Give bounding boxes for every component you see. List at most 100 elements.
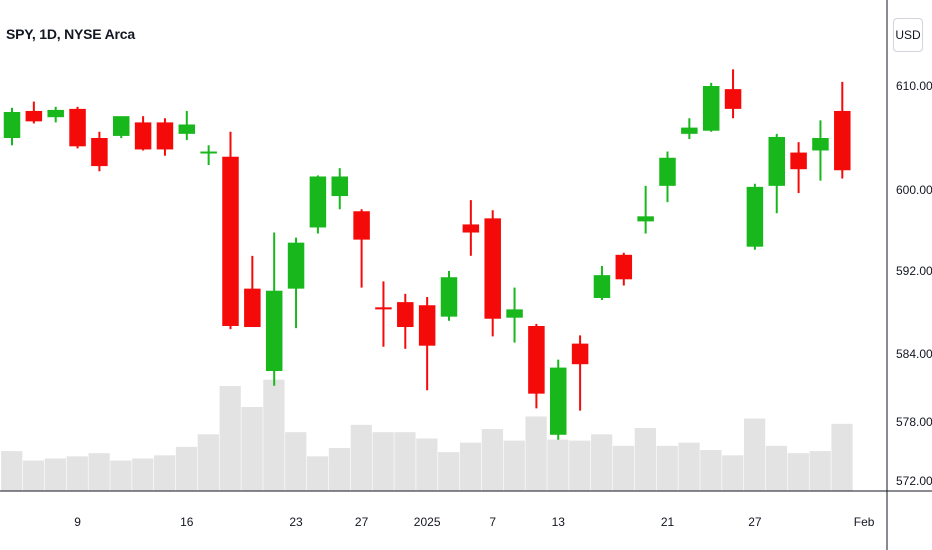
candle-body	[768, 136, 785, 186]
candle[interactable]	[462, 200, 480, 256]
candle[interactable]	[746, 183, 764, 250]
candle[interactable]	[69, 106, 86, 149]
volume-bar	[175, 446, 198, 491]
volume-bar	[787, 453, 809, 491]
time-tick-label: 27	[355, 515, 369, 529]
time-tick-label: 13	[552, 515, 566, 529]
volume-bar	[569, 440, 591, 491]
candle[interactable]	[331, 168, 349, 210]
candle[interactable]	[550, 359, 567, 440]
volume-bar	[438, 452, 460, 491]
candle-body	[571, 343, 589, 365]
candle-body	[681, 127, 698, 134]
volume-bar	[809, 451, 831, 491]
price-axis[interactable]: 610.00 600.00 592.00 584.00 578.00 572.00	[896, 79, 932, 488]
volume-bar	[503, 440, 525, 491]
volume-bar	[678, 442, 700, 491]
volume-bars	[1, 379, 853, 491]
price-tick-label: 584.00	[896, 347, 932, 361]
candle[interactable]	[25, 101, 43, 124]
candle[interactable]	[265, 232, 283, 386]
candle[interactable]	[353, 209, 370, 288]
volume-bar	[1, 451, 23, 491]
candle-body	[222, 156, 239, 326]
time-tick-label: 23	[289, 515, 303, 529]
candle[interactable]	[724, 69, 742, 119]
symbol-title: SPY, 1D, NYSE Arca	[6, 26, 135, 42]
candle-body	[178, 124, 196, 134]
candle-body	[550, 367, 567, 435]
volume-bar	[525, 416, 547, 491]
candles	[3, 69, 851, 440]
candle[interactable]	[768, 133, 786, 214]
price-tick-label: 572.00	[896, 474, 932, 488]
candle[interactable]	[134, 116, 152, 151]
candle[interactable]	[790, 142, 807, 194]
volume-bar	[591, 434, 613, 491]
time-tick-label: 7	[489, 515, 496, 529]
volume-bar	[722, 455, 744, 491]
volume-bar	[656, 445, 678, 491]
time-tick-label: 21	[661, 515, 675, 529]
candle[interactable]	[156, 118, 174, 156]
candle[interactable]	[222, 131, 239, 330]
candle[interactable]	[375, 281, 392, 347]
candle[interactable]	[244, 255, 261, 328]
time-axis[interactable]: 9 16 23 27 2025 7 13 21 27 Feb	[74, 515, 875, 529]
candle[interactable]	[200, 145, 217, 166]
time-tick-label: 16	[180, 515, 194, 529]
candle[interactable]	[47, 106, 64, 123]
volume-bar	[547, 439, 569, 491]
candle-body	[3, 112, 21, 138]
candle-body	[200, 151, 217, 154]
candle-body	[418, 305, 436, 346]
candle[interactable]	[418, 296, 436, 391]
volume-bar	[416, 438, 438, 491]
candle-body	[484, 218, 501, 319]
volume-bar	[612, 445, 635, 491]
price-tick-label: 592.00	[896, 264, 932, 278]
time-tick-label: 9	[74, 515, 81, 529]
candle-body	[134, 122, 152, 150]
volume-bar	[241, 407, 263, 491]
volume-bar	[700, 450, 722, 491]
candle-body	[702, 86, 720, 131]
candle-body	[462, 224, 480, 233]
candle[interactable]	[593, 265, 611, 301]
candle[interactable]	[528, 323, 545, 409]
candle-body	[375, 307, 392, 310]
candle-body	[156, 122, 174, 150]
candle[interactable]	[287, 237, 305, 329]
candle[interactable]	[834, 81, 851, 179]
candle-body	[834, 110, 851, 171]
candle-body	[91, 138, 108, 167]
candle[interactable]	[637, 185, 654, 234]
volume-bar	[481, 429, 504, 491]
volume-bar	[743, 418, 766, 491]
currency-label: USD	[895, 28, 921, 42]
volume-bar	[394, 432, 416, 491]
candle[interactable]	[681, 118, 698, 140]
candle[interactable]	[91, 131, 108, 172]
candle-body	[287, 242, 305, 289]
candle[interactable]	[113, 116, 130, 138]
candle-body	[637, 216, 654, 222]
candle[interactable]	[702, 82, 720, 132]
candle[interactable]	[440, 271, 458, 321]
candle[interactable]	[178, 110, 196, 141]
candle[interactable]	[484, 210, 501, 337]
candle[interactable]	[615, 252, 633, 286]
candle[interactable]	[309, 175, 327, 234]
volume-bar	[197, 434, 219, 491]
candle[interactable]	[571, 335, 589, 411]
price-tick-label: 578.00	[896, 415, 932, 429]
currency-button[interactable]: USD	[893, 18, 923, 52]
candle-body	[309, 176, 327, 228]
candle[interactable]	[3, 107, 21, 146]
candle[interactable]	[659, 151, 676, 203]
volume-bar	[44, 458, 67, 491]
candle[interactable]	[397, 293, 414, 349]
candle-body	[244, 288, 261, 328]
candle[interactable]	[812, 120, 829, 181]
candle[interactable]	[506, 287, 523, 343]
